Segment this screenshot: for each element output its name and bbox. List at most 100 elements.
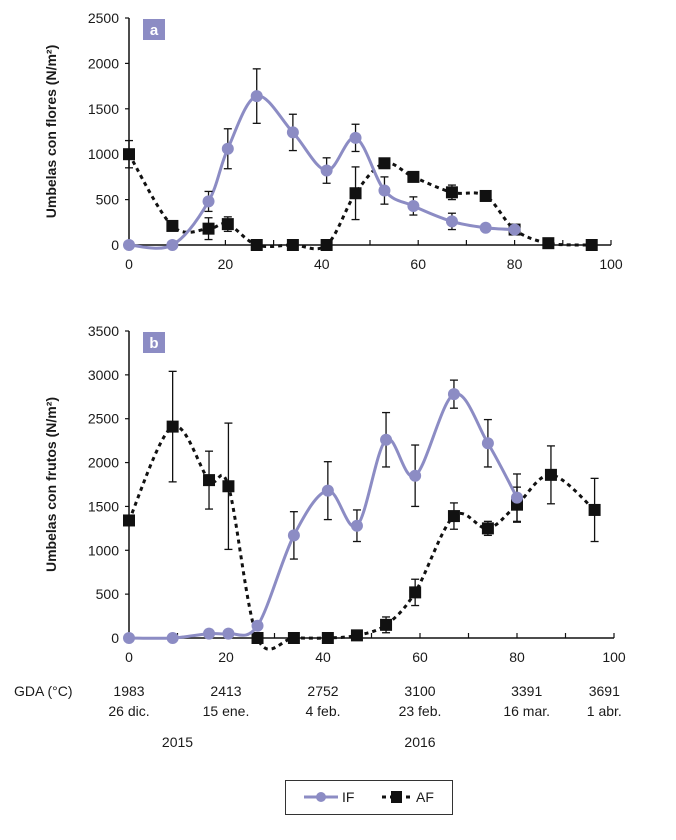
data-point-if: [508, 223, 521, 236]
y-tick-label: 1500: [88, 101, 119, 117]
data-point-if: [123, 239, 135, 251]
data-point-if: [166, 239, 179, 251]
data-point-af: [588, 503, 601, 516]
data-point-if: [378, 184, 391, 197]
data-point-af: [203, 474, 216, 487]
y-tick-label: 0: [111, 630, 119, 646]
y-axis-label: Umbelas con frutos (N/m²): [43, 397, 59, 572]
series-line-af: [127, 153, 592, 251]
data-point-if: [349, 131, 362, 144]
data-point-af: [585, 239, 598, 251]
data-point-if: [251, 619, 264, 632]
gda-value: 3100: [404, 683, 436, 699]
series-af: [123, 370, 601, 651]
date-label: 23 feb.: [398, 703, 442, 719]
y-tick-label: 1000: [88, 146, 119, 162]
panel-label: a: [150, 22, 159, 39]
data-point-if: [123, 632, 135, 644]
x-tick-label: 0: [125, 649, 133, 665]
x-tick-label: 40: [315, 649, 331, 665]
y-tick-label: 3000: [88, 367, 119, 383]
data-point-af: [123, 514, 135, 527]
y-axis-label: Umbelas con flores (N/m²): [43, 45, 59, 218]
data-point-if: [350, 519, 363, 532]
data-point-af: [349, 187, 362, 200]
data-point-if: [287, 529, 300, 542]
series-af: [123, 139, 598, 251]
data-point-if: [409, 469, 422, 482]
data-point-if: [481, 437, 494, 450]
date-label: 4 feb.: [305, 703, 341, 719]
data-point-if: [321, 484, 334, 497]
y-tick-label: 2500: [88, 411, 119, 427]
data-point-af: [166, 420, 179, 433]
data-point-af: [202, 222, 215, 235]
y-tick-label: 3500: [88, 323, 119, 339]
date-label: 1 abr.: [586, 703, 622, 719]
x-tick-label: 20: [218, 256, 234, 272]
y-tick-label: 0: [111, 237, 119, 253]
data-point-af: [350, 629, 363, 642]
legend-af-marker: [391, 791, 402, 803]
series-if: [123, 68, 521, 251]
data-point-af: [380, 618, 393, 631]
data-point-af: [287, 632, 300, 644]
data-point-if: [286, 126, 299, 139]
data-point-if: [203, 627, 216, 640]
panel-label: b: [149, 335, 158, 352]
y-tick-label: 2500: [88, 10, 119, 26]
data-point-if: [250, 90, 263, 103]
data-point-af: [409, 586, 422, 599]
y-tick-label: 1000: [88, 542, 119, 558]
chart-panel-a: 0 500 1000 1500 2000 2500 0 20 40 60 80 100 Umbelas …: [43, 10, 623, 272]
data-point-if: [320, 164, 333, 177]
data-point-af: [447, 510, 460, 523]
x-tick-label: 100: [602, 649, 626, 665]
data-point-af: [123, 148, 135, 161]
x-tick-label: 60: [410, 256, 426, 272]
x-tick-label: 80: [507, 256, 523, 272]
data-point-af: [320, 239, 333, 251]
legend-if-label: IF: [342, 789, 355, 805]
data-point-if: [479, 221, 492, 234]
y-tick-label: 1500: [88, 498, 119, 514]
x-tick-label: 40: [314, 256, 330, 272]
chart-panel-b: 0 500 1000 1500 2000 2500 3000 3500 0 20 40 60 80 100…: [43, 323, 626, 665]
data-point-if: [221, 142, 234, 155]
x-tick-label: 100: [599, 256, 623, 272]
series-line-af: [127, 424, 596, 651]
gda-value: 2413: [210, 683, 242, 699]
x-tick-label: 0: [125, 256, 133, 272]
panel-badge: [143, 19, 165, 40]
data-point-if: [407, 199, 420, 212]
data-point-if: [447, 388, 460, 401]
legend-af-label: AF: [416, 789, 434, 805]
data-point-if: [511, 491, 523, 504]
data-point-if: [202, 195, 215, 208]
data-point-af: [544, 468, 557, 481]
y-tick-label: 2000: [88, 55, 119, 71]
year-label: 2016: [404, 734, 436, 750]
date-label: 15 ene.: [202, 703, 250, 719]
data-point-af: [286, 239, 299, 251]
data-point-af: [407, 170, 420, 183]
y-tick-label: 500: [96, 192, 120, 208]
x-tick-label: 20: [218, 649, 234, 665]
data-point-if: [445, 215, 458, 228]
data-point-af: [166, 219, 179, 232]
data-point-if: [166, 632, 179, 644]
panel-badge: [143, 332, 165, 353]
legend: IF AF: [285, 780, 453, 815]
data-point-if: [222, 627, 235, 640]
date-label: 16 mar.: [503, 703, 551, 719]
y-tick-label: 2000: [88, 455, 119, 471]
data-point-af: [321, 632, 334, 644]
x-tick-label: 60: [412, 649, 428, 665]
data-point-af: [251, 632, 264, 644]
date-label: 26 dic.: [108, 703, 150, 719]
y-tick-label: 500: [96, 586, 120, 602]
gda-value: 2752: [307, 683, 339, 699]
year-label: 2015: [161, 734, 194, 750]
data-point-af: [445, 186, 458, 199]
